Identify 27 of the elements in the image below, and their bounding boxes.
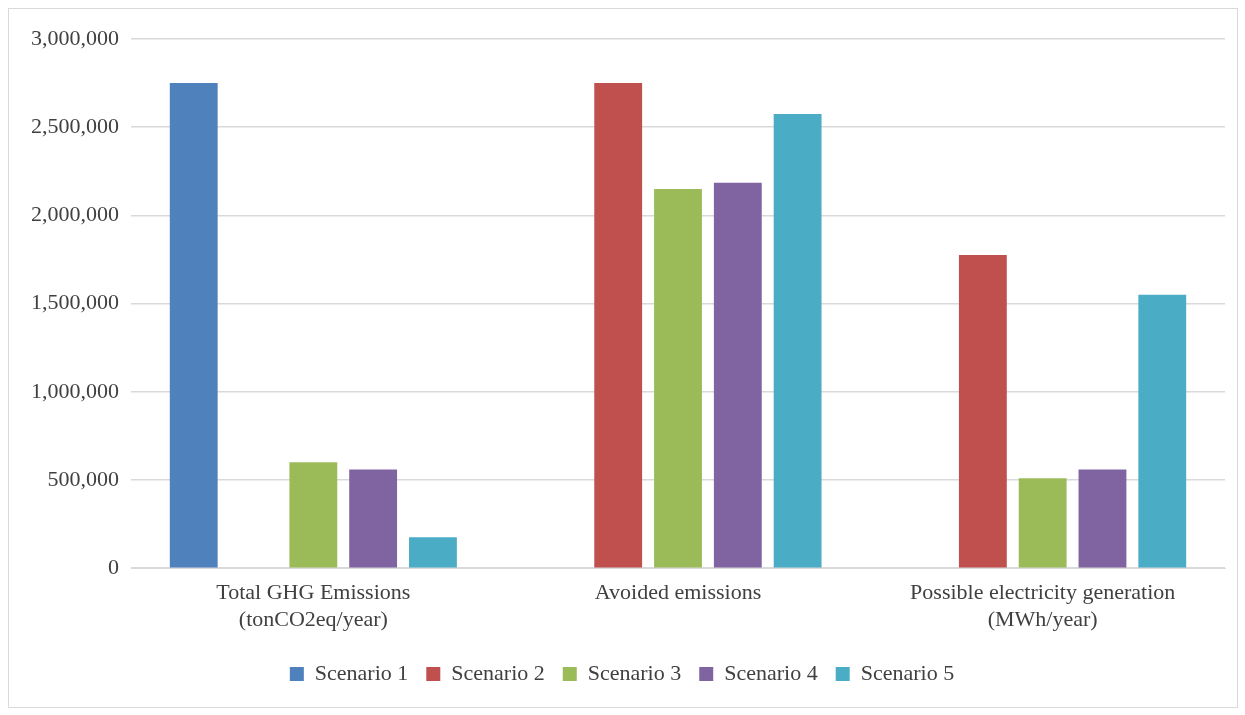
- y-tick-label: 3,000,000: [31, 24, 119, 50]
- bar: [409, 537, 457, 568]
- legend-label: Scenario 1: [314, 659, 409, 685]
- bar: [713, 182, 762, 568]
- bar: [289, 462, 338, 568]
- legend-label: Scenario 2: [451, 659, 545, 685]
- y-tick-label: 2,500,000: [31, 112, 119, 138]
- legend-label: Scenario 4: [724, 659, 818, 685]
- bar: [958, 255, 1007, 568]
- y-tick-label: 1,500,000: [31, 289, 119, 315]
- bar: [1078, 469, 1127, 568]
- y-tick-label: 0: [108, 553, 119, 579]
- bar: [773, 113, 822, 568]
- bar: [654, 188, 702, 568]
- x-tick-label: Possible electricity generation (MWh/year): [910, 579, 1176, 631]
- legend-label: Scenario 5: [860, 659, 955, 685]
- bar: [594, 83, 643, 568]
- legend-label: Scenario 3: [587, 659, 682, 685]
- y-tick-label: 500,000: [47, 465, 119, 491]
- bar: [1018, 478, 1067, 568]
- y-tick-label: 1,000,000: [31, 377, 119, 403]
- x-tick-label: Avoided emissions: [594, 579, 762, 605]
- bar: [349, 469, 398, 568]
- bar: [169, 83, 218, 568]
- bar: [1138, 294, 1187, 568]
- x-tick-label: Total GHG Emissions (tonCO2eq/year): [216, 579, 411, 631]
- y-tick-label: 2,000,000: [31, 201, 119, 227]
